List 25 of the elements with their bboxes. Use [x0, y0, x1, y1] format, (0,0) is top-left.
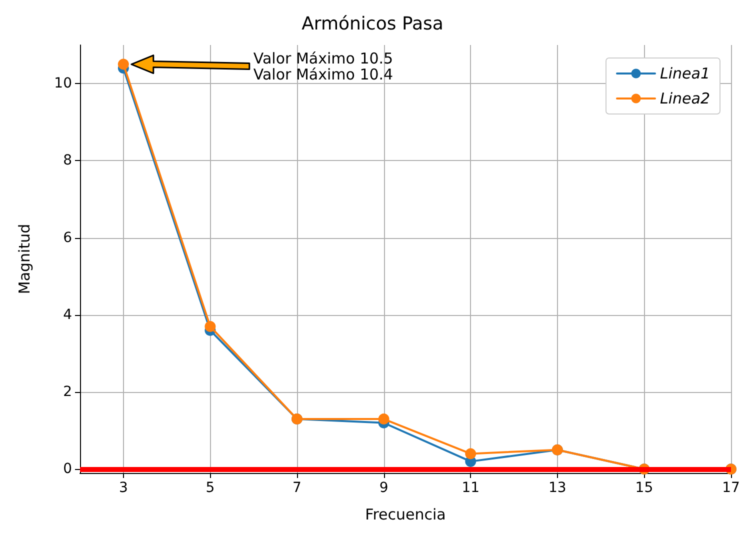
point — [378, 414, 390, 425]
x-tick-label: 17 — [722, 480, 740, 496]
x-axis-title: Frecuencia — [365, 506, 446, 524]
annotation: Valor Máximo 10.4 — [253, 65, 394, 84]
y-tick-label: 2 — [63, 384, 72, 400]
point — [118, 58, 129, 70]
x-tick-label: 15 — [635, 480, 654, 496]
x-tick-label: 13 — [548, 480, 566, 496]
x-tick-label: 5 — [206, 480, 215, 496]
legend-label: Linea2 — [660, 90, 710, 108]
x-tick-label: 3 — [118, 480, 128, 496]
x-tick-label: 7 — [292, 480, 302, 496]
y-tick-label: 0 — [63, 461, 72, 478]
x-tick-label: 11 — [462, 480, 480, 496]
annotation: Valor Máximo 10.5 — [253, 49, 394, 68]
chart-title: Armónicos Pasa — [302, 14, 444, 34]
point — [204, 320, 216, 332]
y-tick-label: 4 — [63, 306, 72, 323]
y-tick-label: 6 — [63, 230, 72, 246]
y-tick-label: 8 — [63, 152, 72, 169]
y-axis-title: Magnitud — [16, 224, 34, 294]
y-tick-label: 10 — [54, 76, 72, 92]
point — [465, 448, 476, 460]
legend-label: Linea1 — [660, 64, 710, 82]
x-tick-label: 9 — [379, 480, 388, 496]
